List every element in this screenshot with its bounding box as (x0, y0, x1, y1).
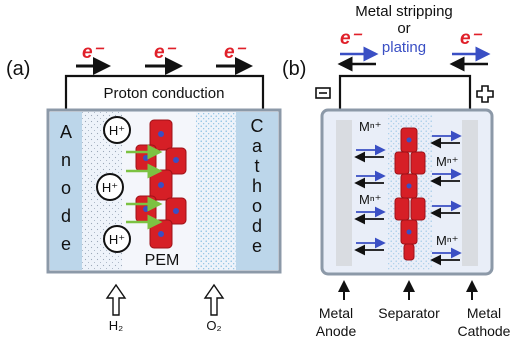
anode-letter: A (60, 122, 72, 142)
ion-label: Mⁿ⁺ (359, 192, 381, 207)
external-circuit-wire (64, 74, 265, 112)
positive-terminal (476, 85, 494, 103)
wire-label: Proton conduction (104, 85, 225, 102)
anode-label-line-1: Metal (319, 305, 353, 321)
panel-b: (b) Metal stripping or plating e⁻ e⁻ (282, 3, 511, 339)
electron-label-1: e⁻ (82, 42, 105, 63)
anode-letter: o (61, 178, 71, 198)
panel-a-electron-flow: e⁻ e⁻ e⁻ (76, 42, 253, 75)
cathode-letter: a (252, 136, 263, 156)
o2-input-arrow (203, 283, 225, 316)
proton-flow-arrows (126, 144, 163, 230)
cathode-letter: d (252, 216, 262, 236)
electron-label-3: e⁻ (224, 42, 247, 63)
ion-arrows-right (430, 130, 462, 266)
cathode-electrode (236, 112, 278, 270)
proton-label: H⁺ (109, 123, 125, 138)
cathode-letter: e (252, 236, 262, 256)
cathode-letter: h (252, 176, 262, 196)
electron-label-left: e⁻ (340, 28, 363, 49)
anode-letter: e (61, 234, 71, 254)
proton-3: H⁺ (103, 225, 131, 253)
anode-label-line-2: Anode (316, 323, 357, 339)
proton-label: H⁺ (109, 232, 125, 247)
cathode-letter: o (252, 196, 262, 216)
anode-electrode (50, 112, 82, 270)
cathode-label-line-2: Cathode (458, 323, 511, 339)
metal-cathode (462, 120, 478, 266)
title-line-1: Metal stripping (355, 3, 453, 20)
cathode-gas-zone (196, 112, 236, 270)
anode-letter: d (61, 206, 71, 226)
anode-letter: n (61, 150, 71, 170)
panel-b-label: (b) (282, 58, 306, 80)
ion-arrows-left (354, 144, 386, 256)
h2-label: H₂ (109, 318, 123, 333)
title-line-2: or (397, 20, 410, 37)
ion-label: Mⁿ⁺ (436, 233, 458, 248)
panel-a: (a) e⁻ e⁻ e⁻ Proton conduction A n o d e (6, 42, 282, 333)
electron-label-right: e⁻ (460, 28, 483, 49)
panel-a-label: (a) (6, 58, 30, 80)
proton-2: H⁺ (96, 173, 124, 201)
proton-1: H⁺ (103, 116, 131, 144)
cathode-label-line-1: Metal (467, 305, 501, 321)
separator-label: Separator (378, 305, 440, 321)
anode-label: A n o d e (60, 122, 72, 254)
metal-anode (336, 120, 352, 266)
proton-label: H⁺ (102, 180, 118, 195)
cathode-letter: t (254, 156, 259, 176)
ion-label: Mⁿ⁺ (436, 154, 458, 169)
cathode-letter: C (251, 116, 264, 136)
pem-label: PEM (145, 252, 180, 269)
mof-separator (394, 127, 426, 261)
o2-label: O₂ (206, 318, 221, 333)
title-line-3: plating (382, 39, 426, 56)
external-circuit-wire-b (338, 74, 472, 112)
electron-label-2: e⁻ (154, 42, 177, 63)
ion-label: Mⁿ⁺ (359, 119, 381, 134)
cathode-label: C a t h o d e (251, 116, 264, 256)
h2-input-arrow (105, 283, 127, 316)
